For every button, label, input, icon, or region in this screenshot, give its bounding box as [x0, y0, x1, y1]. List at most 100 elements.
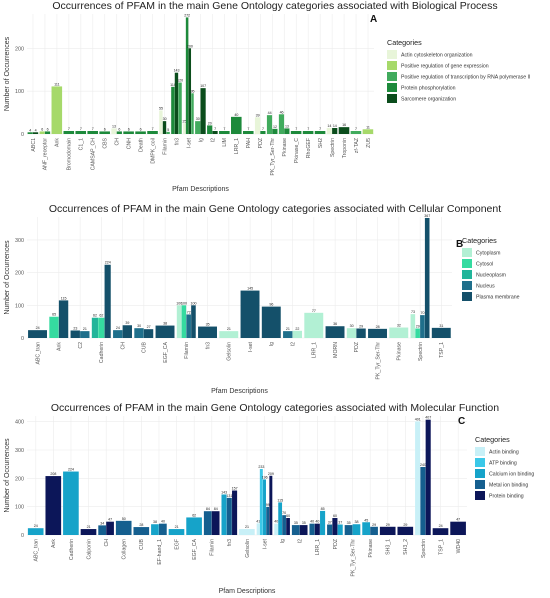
bar-A [116, 131, 122, 134]
legend-swatch-C [475, 469, 485, 478]
legend-label-C: Metal ion binding [489, 483, 528, 489]
bar-A [185, 17, 189, 134]
data-label-A: 110 [170, 83, 176, 87]
data-label-A: 13 [112, 124, 116, 128]
x-tick-label-A: I2 [210, 138, 216, 142]
x-tick-label-A: PDZ [258, 138, 264, 148]
data-label-B: 31 [439, 324, 443, 328]
legend-label-B: Cytosol [476, 262, 493, 268]
data-label-B: 72 [187, 310, 191, 314]
data-label-C: 131 [226, 494, 232, 498]
bar-C [269, 475, 273, 535]
legend-swatch-B [462, 281, 472, 290]
legend-label-A: Sarcomere organization [401, 97, 456, 103]
x-tick-label-B: Spectrin [418, 342, 424, 361]
bar-A [338, 127, 350, 134]
data-label-B: 70 [421, 311, 425, 315]
data-label-B: 77 [312, 309, 316, 313]
bar-A [87, 131, 98, 134]
data-label-B: 39 [125, 321, 129, 325]
bar-B [356, 328, 366, 338]
x-tick-label-A: SH2 [318, 138, 324, 148]
data-label-B: 100 [191, 301, 197, 305]
legend-swatch-A [387, 61, 397, 70]
data-label-C: 21 [175, 525, 179, 529]
bar-A [266, 115, 273, 134]
x-tick-label-C: ABC_tran [34, 539, 40, 562]
data-label-A: 111 [54, 82, 59, 86]
bar-A [212, 131, 218, 134]
data-label-A: 30 [196, 117, 200, 121]
bar-C [106, 521, 114, 535]
data-label-A: 44 [268, 111, 272, 115]
data-label-A: 7 [223, 127, 225, 131]
bar-A [284, 128, 290, 134]
data-label-C: 45 [364, 518, 368, 522]
bar-C [425, 419, 431, 535]
legend-label-B: Plasma membrane [476, 295, 520, 301]
data-label-C: 40 [310, 520, 314, 524]
data-label-B: 22 [295, 327, 299, 331]
legend-label-A: Protein phosphorylation [401, 86, 456, 92]
x-tick-label-C: EF-hand_1 [157, 539, 163, 565]
bar-C [320, 510, 326, 535]
bar-C [370, 526, 378, 535]
x-tick-label-C: LRR_1 [315, 539, 321, 555]
bar-C [299, 525, 308, 535]
data-label-C: 62 [192, 513, 196, 517]
data-label-A: 7 [319, 127, 321, 131]
panel-letter-A: A [370, 14, 377, 25]
data-label-A: 6 [118, 127, 120, 131]
data-label-B: 29 [359, 325, 363, 329]
data-label-C: 35 [294, 521, 298, 525]
data-label-C: 40 [315, 520, 319, 524]
data-label-B: 100 [181, 301, 187, 305]
data-label-A: 46 [280, 110, 284, 114]
legend-label-C: Calcium ion binding [489, 472, 534, 478]
data-label-A: 6 [104, 127, 106, 131]
data-label-C: 28 [139, 523, 143, 527]
bar-A [326, 128, 332, 134]
bar-A [254, 117, 261, 134]
data-label-A: 7 [307, 127, 309, 131]
x-tick-label-C: SH3_2 [403, 539, 409, 555]
data-label-A: 120 [177, 79, 183, 83]
x-tick-label-C: Collagen [122, 539, 128, 560]
x-tick-label-B: Ig [269, 342, 275, 346]
data-label-C: 29 [386, 523, 390, 527]
x-tick-label-A: ANF_receptor [43, 138, 49, 171]
bar-B [283, 331, 293, 338]
x-tick-label-B: Cadherin [99, 342, 105, 363]
x-tick-label-A: fn3 [174, 138, 180, 145]
legend-title-B: Categories [462, 236, 497, 245]
bar-A [99, 131, 110, 134]
bar-C [415, 421, 421, 535]
data-label-A: 39 [256, 113, 260, 117]
x-tick-label-B: PK_Tyr_Ser-Thr [375, 342, 381, 380]
x-tick-label-A: zf-TAZ [354, 138, 360, 153]
data-label-C: 29 [372, 523, 376, 527]
x-tick-label-A: LRR_1 [234, 138, 240, 154]
bar-C [337, 524, 343, 535]
x-tick-label-A: ABC1 [31, 138, 37, 152]
bar-B [198, 326, 217, 338]
legend-label-C: ATP binding [489, 461, 517, 467]
data-label-A: 7 [152, 127, 154, 131]
legend-swatch-C [475, 447, 485, 456]
data-label-C: 84 [214, 507, 218, 511]
data-label-C: 24 [439, 524, 443, 528]
bar-A [159, 110, 163, 134]
bar-B [292, 330, 302, 338]
bar-B [346, 328, 357, 338]
bar-A [135, 131, 146, 134]
data-label-A: 7 [92, 127, 94, 131]
data-label-B: 145 [247, 287, 253, 291]
bar-A [166, 131, 170, 134]
bar-A [272, 128, 278, 134]
bar-B [410, 314, 416, 338]
data-label-C: 143 [221, 490, 227, 494]
data-label-B: 24 [36, 326, 40, 330]
data-label-B: 62 [99, 314, 103, 318]
data-label-C: 99 [266, 503, 270, 507]
data-label-A: 7 [295, 127, 297, 131]
